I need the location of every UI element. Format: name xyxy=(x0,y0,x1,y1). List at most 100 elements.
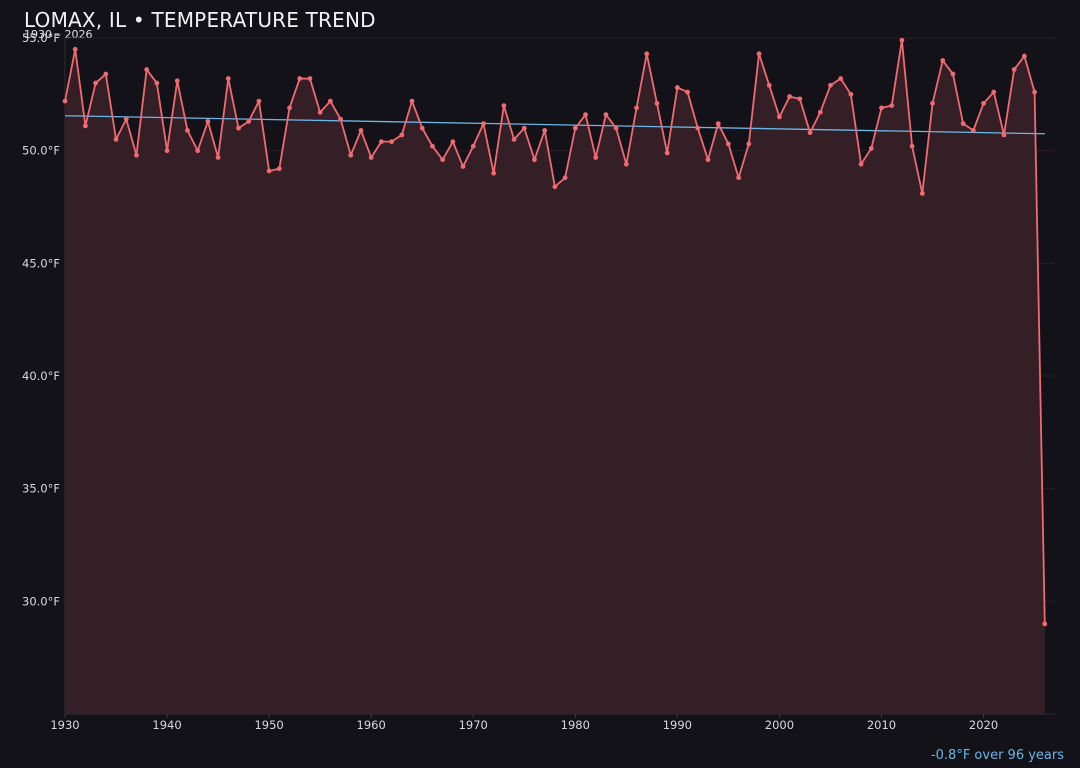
x-tick-label: 1980 xyxy=(561,718,590,732)
data-point xyxy=(460,164,466,169)
data-point xyxy=(817,109,823,115)
data-point xyxy=(807,130,813,136)
data-point xyxy=(746,141,752,147)
data-point xyxy=(695,125,701,131)
data-point xyxy=(348,152,354,158)
data-point xyxy=(236,125,241,131)
data-point xyxy=(399,132,405,138)
data-point xyxy=(1011,67,1017,72)
data-point xyxy=(981,100,986,106)
data-point xyxy=(266,168,272,174)
data-point xyxy=(858,161,864,167)
data-point xyxy=(1032,89,1037,95)
data-point xyxy=(123,116,129,122)
x-tick-label: 2000 xyxy=(765,718,794,732)
data-point xyxy=(276,166,282,172)
data-point xyxy=(644,51,650,57)
data-point xyxy=(940,58,946,63)
data-point xyxy=(154,80,160,86)
data-point xyxy=(368,155,374,160)
data-point xyxy=(134,152,139,158)
data-point xyxy=(440,157,446,163)
x-tick-label: 1990 xyxy=(663,718,692,732)
x-tick-label: 2010 xyxy=(867,718,896,732)
area-layer xyxy=(65,40,1045,714)
y-tick-label: 45.0°F xyxy=(22,256,60,270)
trend-line xyxy=(64,115,1045,135)
x-tick-label: 1950 xyxy=(254,718,283,732)
data-point xyxy=(970,127,976,133)
data-point xyxy=(297,76,303,81)
y-tick-label: 55.0°F xyxy=(22,31,60,45)
data-point xyxy=(572,125,578,131)
data-point xyxy=(256,98,262,104)
data-point xyxy=(797,96,803,102)
data-point xyxy=(93,80,99,86)
data-point xyxy=(409,98,415,104)
data-point xyxy=(950,71,956,77)
label-layer: 30.0°F 35.0°F 40.0°F 45.0°F 50.0°F 55.0°F 1930… xyxy=(22,31,998,732)
data-point xyxy=(838,76,844,81)
data-point xyxy=(450,139,456,145)
data-point xyxy=(164,148,170,154)
data-point xyxy=(603,112,609,118)
data-point xyxy=(685,89,690,95)
data-point xyxy=(552,184,558,190)
data-point xyxy=(144,67,150,72)
data-point xyxy=(419,125,425,131)
data-point xyxy=(909,143,915,149)
data-point xyxy=(430,143,435,149)
chart-title: LOMAX, IL • TEMPERATURE TREND xyxy=(24,8,376,32)
data-point xyxy=(991,89,997,95)
data-point xyxy=(481,121,486,127)
data-point xyxy=(889,103,895,108)
y-tick-label: 35.0°F xyxy=(22,482,60,496)
x-tick-label: 2020 xyxy=(969,718,998,732)
data-point xyxy=(766,82,772,88)
data-point xyxy=(1042,621,1048,627)
data-point xyxy=(205,118,211,124)
y-tick-label: 50.0°F xyxy=(22,144,60,158)
data-point xyxy=(246,118,252,124)
data-point xyxy=(307,76,313,81)
data-point xyxy=(338,116,343,122)
axis-layer xyxy=(64,38,1055,718)
data-point xyxy=(542,127,548,133)
data-point xyxy=(113,137,119,142)
data-point xyxy=(787,94,793,99)
x-tick-label: 1960 xyxy=(357,718,386,732)
data-point xyxy=(501,103,507,108)
data-point xyxy=(828,82,833,88)
data-point xyxy=(287,105,292,111)
data-point xyxy=(583,112,588,118)
data-point xyxy=(726,141,731,147)
data-point xyxy=(654,100,660,106)
data-point xyxy=(664,150,670,156)
data-point xyxy=(225,76,231,81)
data-point xyxy=(358,127,364,133)
x-tick-label: 1940 xyxy=(152,718,181,732)
data-point xyxy=(511,137,517,142)
data-point xyxy=(195,148,201,154)
data-point xyxy=(899,37,905,43)
data-point xyxy=(1021,53,1027,59)
data-point xyxy=(470,143,476,149)
data-point xyxy=(62,98,68,104)
y-tick-label: 40.0°F xyxy=(22,369,60,383)
data-point xyxy=(327,98,333,104)
data-point xyxy=(215,155,221,160)
x-tick-label: 1930 xyxy=(50,718,79,732)
data-point xyxy=(389,139,394,145)
data-point xyxy=(72,46,78,52)
data-point xyxy=(317,109,323,115)
data-point xyxy=(491,170,497,176)
data-point xyxy=(593,155,599,160)
data-point xyxy=(185,127,190,133)
points-layer xyxy=(62,37,1048,627)
data-point xyxy=(868,146,874,151)
data-point xyxy=(674,85,680,90)
y-tick-label: 30.0°F xyxy=(22,594,60,608)
data-point xyxy=(705,157,711,163)
trend-summary: -0.8°F over 96 years xyxy=(930,748,1064,763)
